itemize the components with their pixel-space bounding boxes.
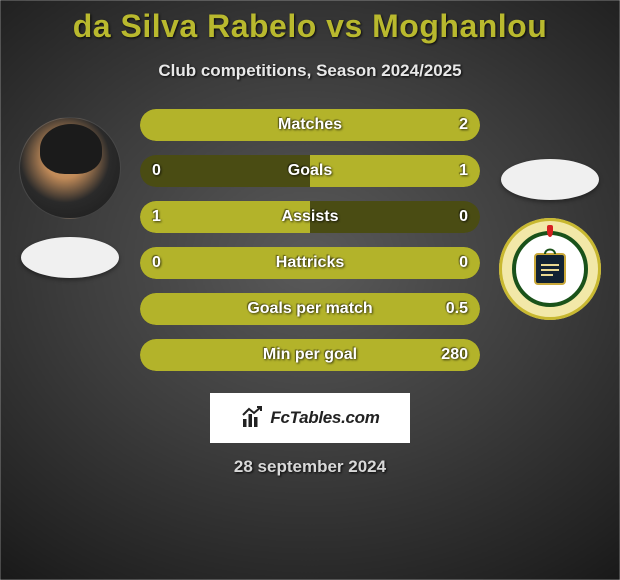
player-left-col	[10, 117, 130, 278]
club-crest-icon	[523, 242, 577, 296]
comparison-row: Matches 2 0 Goals 1 1 Assists 0 0 Hattricks 0 Goals…	[0, 109, 620, 371]
stat-bar: 0 Hattricks 0	[140, 247, 480, 279]
brand-text: FcTables.com	[270, 408, 379, 428]
stat-bar: 0 Goals 1	[140, 155, 480, 187]
stat-bar: Matches 2	[140, 109, 480, 141]
stat-label: Goals per match	[247, 300, 372, 318]
brand-badge[interactable]: FcTables.com	[210, 393, 410, 443]
footer-date: 28 september 2024	[234, 457, 386, 477]
stat-label: Matches	[278, 116, 342, 134]
stat-value-right: 280	[441, 346, 468, 364]
stat-label: Goals	[288, 162, 332, 180]
player-left-avatar	[19, 117, 121, 219]
page-title: da Silva Rabelo vs Moghanlou	[73, 8, 548, 45]
stat-label: Min per goal	[263, 346, 357, 364]
stat-label: Assists	[282, 208, 339, 226]
stat-value-right: 0.5	[446, 300, 468, 318]
player-right-col	[490, 159, 610, 320]
stat-bar: Min per goal 280	[140, 339, 480, 371]
stat-value-right: 2	[459, 116, 468, 134]
player-right-club-badge	[499, 218, 601, 320]
stat-value-right: 0	[459, 208, 468, 226]
stat-bar: Goals per match 0.5	[140, 293, 480, 325]
player-right-flag	[501, 159, 599, 200]
stat-value-right: 1	[459, 162, 468, 180]
player-left-flag	[21, 237, 119, 278]
stat-value-left: 1	[152, 208, 161, 226]
stat-value-left: 0	[152, 162, 161, 180]
stat-value-left: 0	[152, 254, 161, 272]
stat-label: Hattricks	[276, 254, 344, 272]
stat-bars: Matches 2 0 Goals 1 1 Assists 0 0 Hattricks 0 Goals…	[140, 109, 480, 371]
subtitle: Club competitions, Season 2024/2025	[158, 61, 461, 81]
stat-value-right: 0	[459, 254, 468, 272]
stat-bar: 1 Assists 0	[140, 201, 480, 233]
chart-icon	[240, 406, 264, 430]
